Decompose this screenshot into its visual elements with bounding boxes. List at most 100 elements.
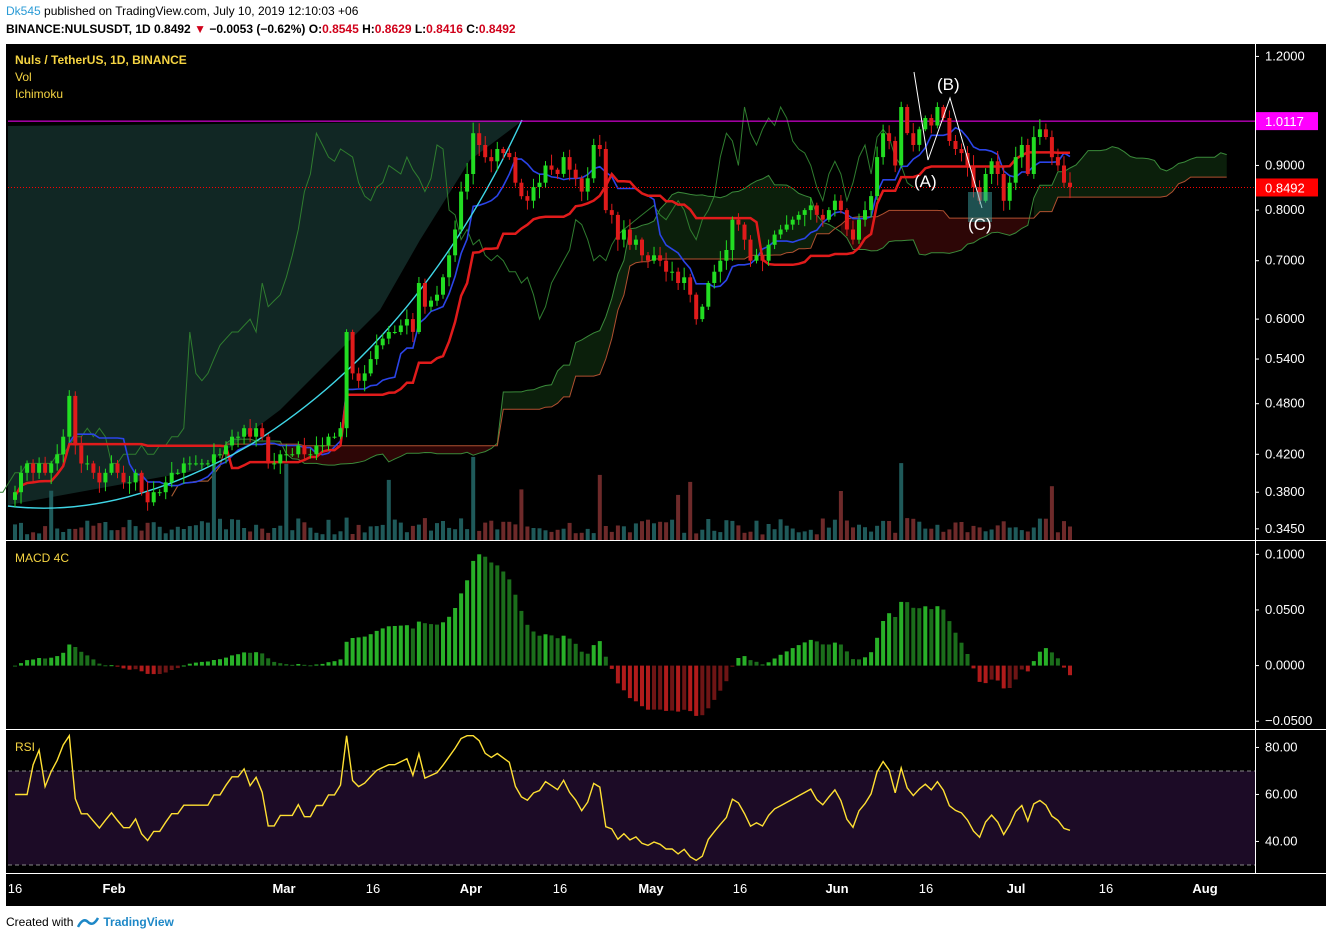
macd-histogram-bar <box>49 657 54 666</box>
publish-info: Dk545 published on TradingView.com, July… <box>6 4 358 18</box>
macd-tick-label: 0.0500 <box>1265 602 1305 617</box>
candle-body <box>814 205 819 215</box>
volume-bar <box>826 527 831 540</box>
candle-body <box>236 436 241 438</box>
volume-bar <box>79 527 84 540</box>
macd-histogram-bar <box>109 665 114 667</box>
candle-body <box>248 428 253 437</box>
candle-body <box>748 239 753 261</box>
high-label: H: <box>362 22 375 36</box>
macd-histogram-bar <box>555 638 560 666</box>
macd-histogram-bar <box>278 663 283 666</box>
macd-histogram-bar <box>19 663 23 666</box>
macd-histogram-bar <box>344 641 349 666</box>
candle-body <box>296 445 301 455</box>
candle-body <box>49 463 54 473</box>
volume-bar <box>881 520 886 540</box>
macd-histogram-bar <box>338 659 343 666</box>
macd-histogram-bar <box>13 665 17 667</box>
price-tick-label: 0.4800 <box>1265 396 1305 411</box>
candle-body <box>459 191 464 230</box>
macd-histogram-bar <box>633 665 638 702</box>
volume-bar <box>832 519 837 540</box>
candle-body <box>609 210 614 215</box>
volume-bar <box>736 525 741 540</box>
macd-histogram-bar <box>193 662 198 666</box>
price-tick-label: 0.3450 <box>1265 521 1305 536</box>
macd-histogram-bar <box>133 665 138 670</box>
candle-body <box>489 157 494 162</box>
resistance-tag-label: 1.0117 <box>1265 114 1304 129</box>
macd-histogram-bar <box>597 641 602 666</box>
macd-histogram-bar <box>61 652 66 666</box>
volume-bar <box>218 518 222 540</box>
candle-body <box>453 229 458 256</box>
volume-bar <box>875 525 880 540</box>
volume-bar <box>1037 518 1042 540</box>
volume-bar <box>151 522 156 540</box>
time-tick-label: Jul <box>1007 881 1026 896</box>
volume-bar <box>766 524 771 540</box>
candle-body <box>13 492 17 500</box>
volume-bar <box>1031 527 1036 540</box>
candle-body <box>633 239 638 245</box>
macd-histogram-bar <box>187 663 192 666</box>
candle-body <box>917 129 922 145</box>
macd-histogram-bar <box>826 644 831 666</box>
macd-histogram-bar <box>808 639 813 666</box>
macd-histogram-bar <box>495 565 500 666</box>
publish-date: published on TradingView.com, July 10, 2… <box>44 4 359 18</box>
macd-histogram-bar <box>236 654 241 666</box>
candle-body <box>495 149 500 162</box>
volume-bar <box>386 479 391 540</box>
resistance-tag <box>1256 112 1318 131</box>
volume-bar <box>73 528 78 540</box>
macd-histogram-bar <box>640 665 644 707</box>
span-a-line <box>171 146 1227 497</box>
macd-histogram-bar <box>748 660 753 666</box>
volume-bar <box>531 528 536 540</box>
tenkan-line <box>14 126 1071 497</box>
volume-bar <box>814 534 819 540</box>
rsi-tick-label: 40.00 <box>1265 833 1298 848</box>
last-price-tag-label: 0.8492 <box>1265 180 1305 195</box>
volume-bar <box>290 530 295 540</box>
volume-bar <box>453 529 458 540</box>
candle-body <box>640 239 644 256</box>
volume-bar <box>398 522 403 540</box>
volume-bar <box>344 517 349 540</box>
candle-body <box>887 133 892 141</box>
footer-brand[interactable]: TradingView <box>103 915 174 929</box>
candle-body <box>199 463 204 465</box>
volume-bar <box>887 521 892 540</box>
footer: Created with TradingView <box>6 915 174 929</box>
volume-bar <box>121 527 126 540</box>
volume-bar <box>971 525 976 540</box>
volume-bar <box>199 521 204 540</box>
volume-bar <box>139 530 144 540</box>
candle-body <box>386 332 391 339</box>
volume-bar <box>248 531 253 540</box>
span-b-line <box>171 176 1227 497</box>
volume-bar <box>380 524 385 540</box>
candle-body <box>778 229 783 235</box>
macd-histogram-bar <box>585 653 590 666</box>
volume-bar <box>760 534 765 540</box>
macd-histogram-bar <box>983 665 988 684</box>
candle-body <box>549 165 554 170</box>
macd-histogram-bar <box>814 641 819 666</box>
candle-body <box>718 260 723 272</box>
macd-histogram-bar <box>447 616 452 666</box>
candle-body <box>591 145 596 179</box>
volume-bar <box>435 523 439 540</box>
macd-histogram-bar <box>899 601 904 666</box>
volume-bar <box>55 528 60 540</box>
candle-body <box>266 436 271 464</box>
volume-bar <box>97 523 102 540</box>
macd-histogram-bar <box>356 637 361 666</box>
publisher-name[interactable]: Dk545 <box>6 4 41 18</box>
candle-body <box>344 332 349 429</box>
candle-body <box>175 472 180 474</box>
time-tick-label: Jun <box>825 881 848 896</box>
